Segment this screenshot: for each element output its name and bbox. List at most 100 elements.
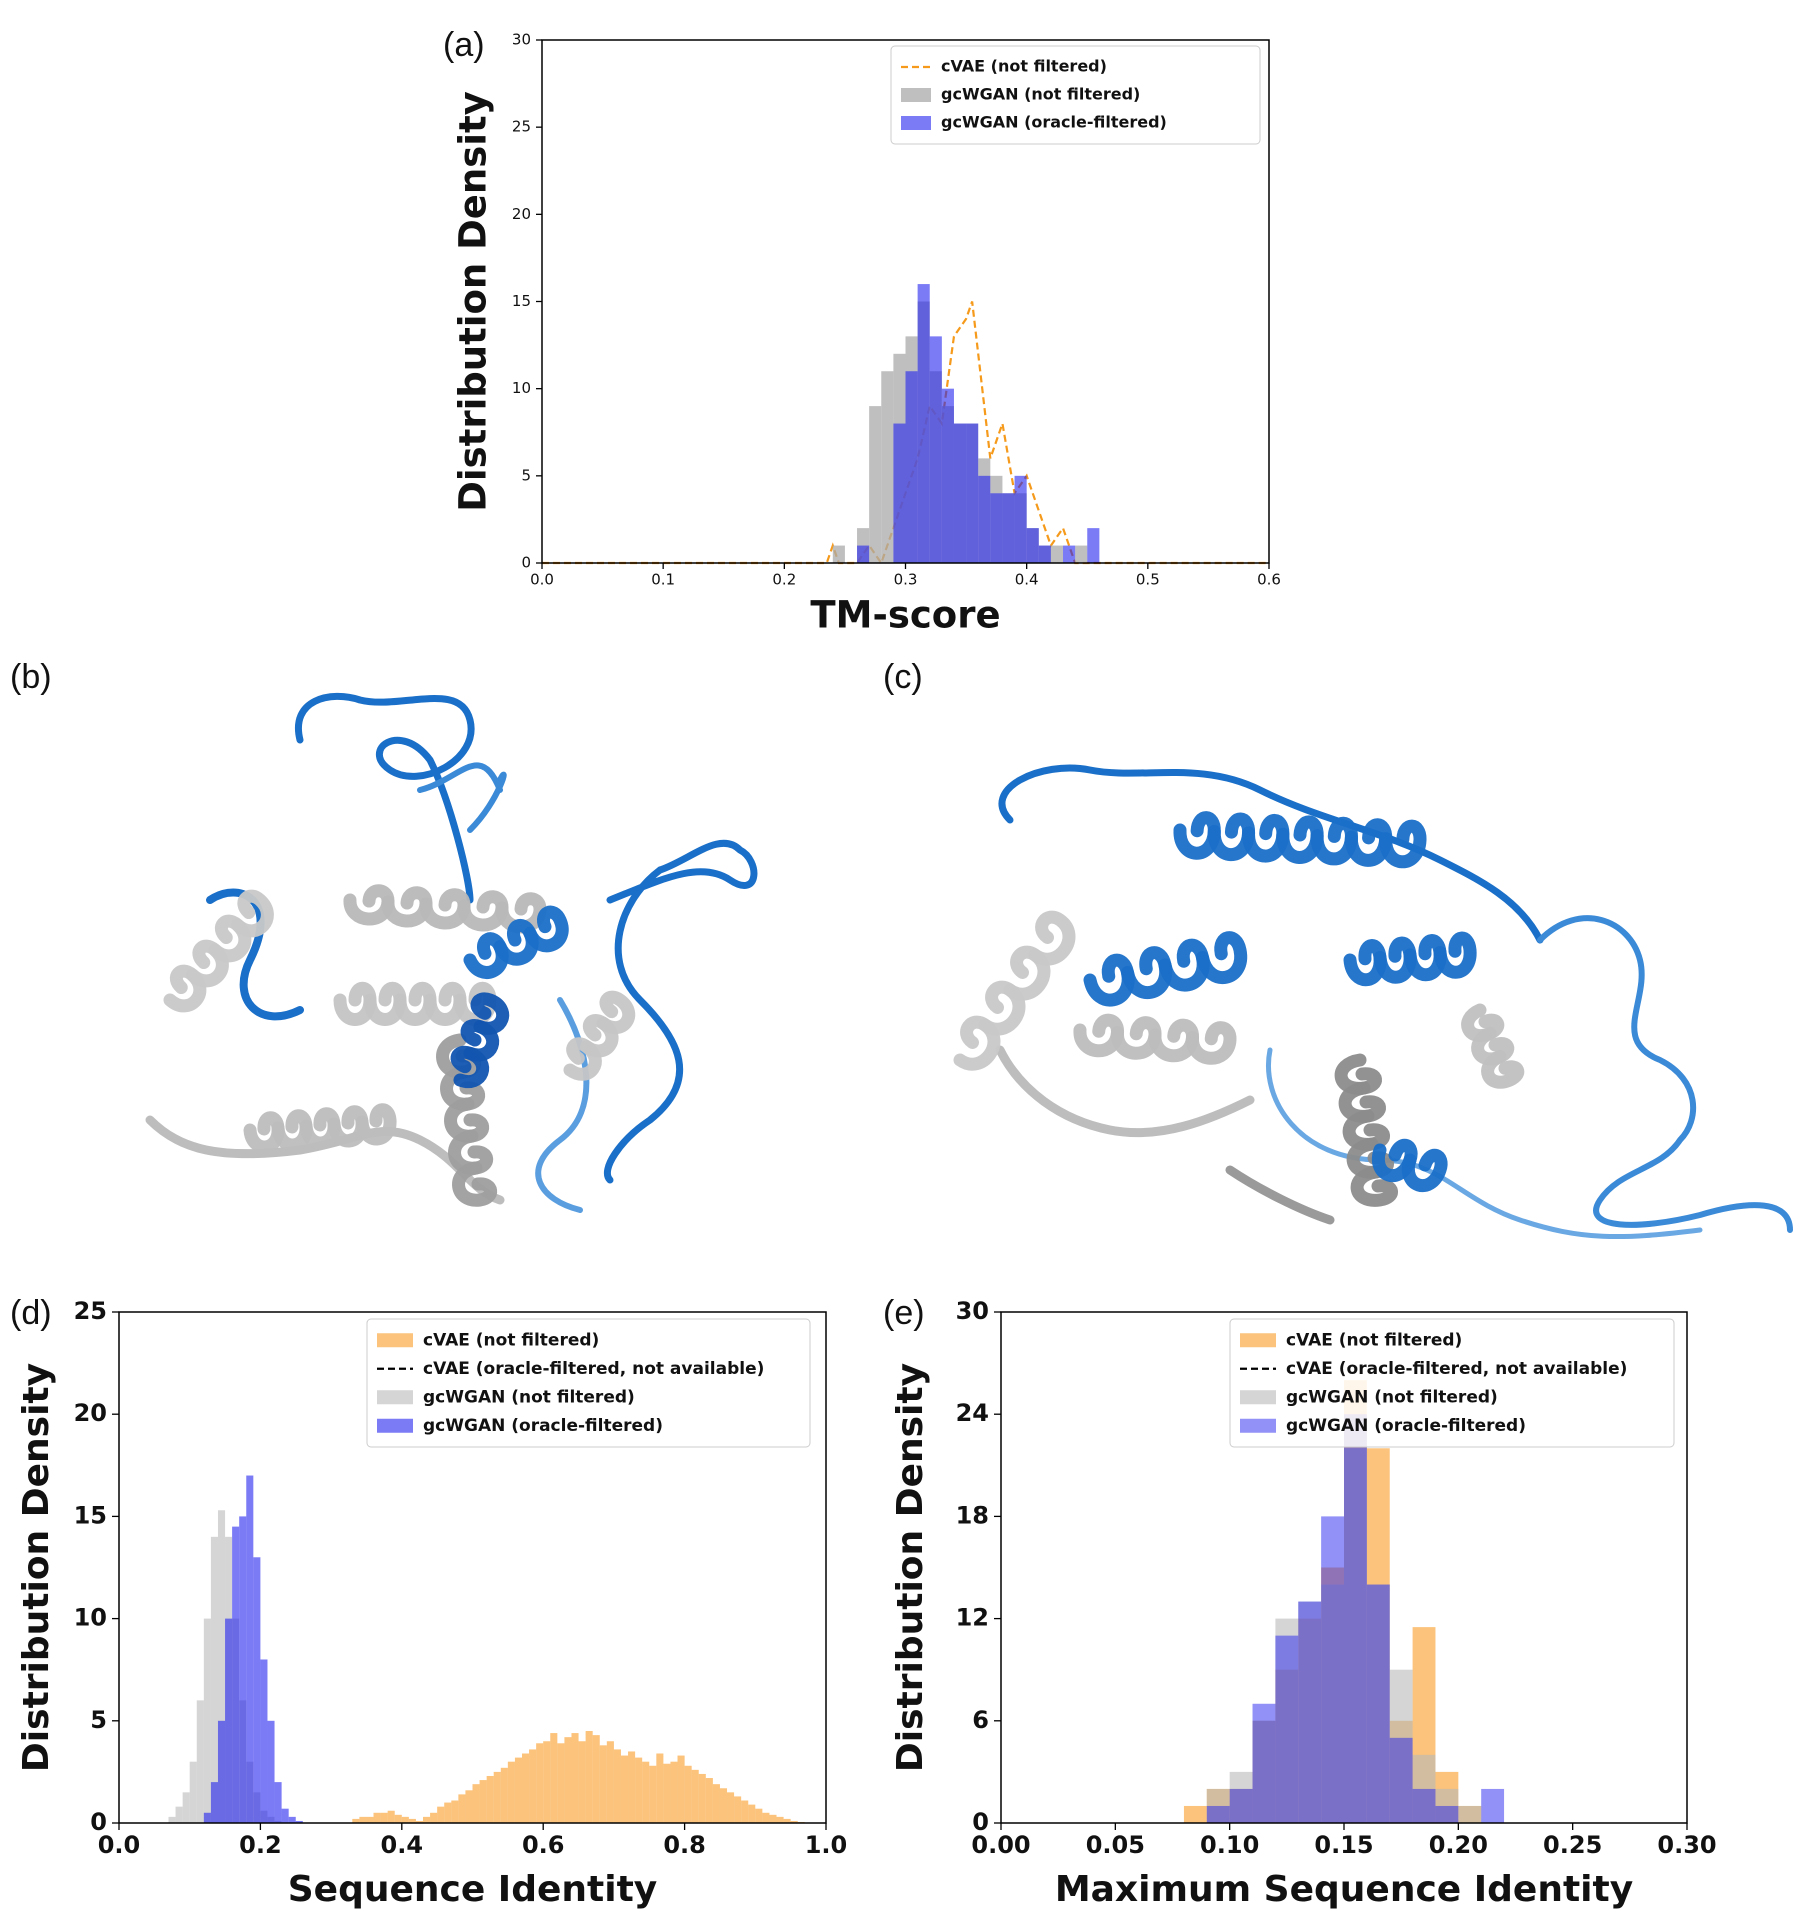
tick-label: 0.8	[663, 1831, 706, 1859]
tick-label: 0.2	[239, 1831, 282, 1859]
bar	[415, 1820, 424, 1823]
bar	[1252, 1703, 1276, 1823]
bar	[599, 1745, 607, 1823]
bar	[203, 1812, 211, 1823]
legend-box	[890, 45, 1261, 145]
bar	[705, 1778, 713, 1823]
bar	[620, 1755, 629, 1823]
bar	[359, 1816, 367, 1823]
bar	[430, 1812, 438, 1823]
bar	[543, 1741, 551, 1823]
bar	[953, 423, 967, 563]
bar	[741, 1800, 749, 1823]
helix-turn	[355, 1103, 397, 1146]
bar	[189, 1761, 197, 1823]
bar	[929, 336, 942, 563]
bar	[670, 1761, 678, 1823]
bar	[423, 1816, 431, 1823]
bar	[762, 1812, 770, 1823]
bar	[677, 1755, 685, 1823]
legend-text: gcWGAN (oracle-filtered)	[941, 113, 1167, 132]
bar	[755, 1808, 763, 1823]
axis-label: TM-score	[810, 594, 1000, 637]
tick-label: 12	[956, 1604, 989, 1632]
bar	[479, 1780, 487, 1823]
bar	[493, 1771, 501, 1823]
tick-label: 0.00	[971, 1831, 1030, 1859]
tick-label: 15	[74, 1501, 107, 1529]
bar	[1344, 1414, 1367, 1823]
tick-label: 20	[74, 1399, 107, 1427]
bar	[239, 1516, 247, 1823]
tick-label: 0	[521, 554, 531, 572]
legend-box	[1229, 1318, 1675, 1448]
bar	[1275, 1635, 1299, 1823]
legend-swatch	[377, 1333, 413, 1348]
bar	[168, 1816, 176, 1823]
bar	[210, 1536, 218, 1823]
helix-turn	[1186, 1021, 1237, 1065]
bar	[401, 1816, 409, 1823]
bar	[1229, 1788, 1253, 1823]
legend-text: gcWGAN (not filtered)	[941, 85, 1140, 104]
helix-turn	[1121, 946, 1173, 1000]
tick-label: 20	[512, 205, 531, 223]
tick-label: 0.6	[522, 1831, 565, 1859]
bar	[1183, 1805, 1207, 1823]
bar	[606, 1741, 614, 1823]
helix-turn	[1083, 953, 1135, 1007]
bar	[465, 1790, 473, 1823]
legend-text: cVAE (not filtered)	[1286, 1330, 1462, 1350]
panel-label: (e)	[883, 1294, 925, 1332]
tick-label: 0.4	[1015, 571, 1039, 589]
bar	[790, 1820, 798, 1823]
bar	[288, 1816, 296, 1823]
bar	[408, 1818, 416, 1823]
bar	[941, 388, 954, 563]
bar	[698, 1773, 706, 1823]
legend-text: cVAE (not filtered)	[941, 57, 1107, 76]
bar	[267, 1720, 275, 1823]
tick-label: 0.0	[98, 1831, 141, 1859]
bar	[649, 1765, 657, 1823]
bar	[203, 1618, 211, 1823]
bar	[1038, 545, 1051, 563]
bar	[1389, 1737, 1413, 1823]
tick-label: 0.15	[1314, 1831, 1373, 1859]
bar	[507, 1761, 515, 1823]
tick-label: 0	[90, 1808, 107, 1836]
bar	[500, 1767, 508, 1823]
legend: cVAE (not filtered) cVAE (oracle-filtered…	[1229, 1318, 1675, 1448]
tick-label: 25	[512, 118, 531, 136]
tick-label: 0.5	[1136, 571, 1160, 589]
bar	[585, 1731, 593, 1823]
helix-turn	[1196, 931, 1248, 985]
bar	[387, 1810, 395, 1823]
tick-label: 0.10	[1200, 1831, 1259, 1859]
helix-turn	[1401, 1148, 1448, 1193]
bar	[521, 1753, 530, 1823]
legend-text: gcWGAN (not filtered)	[423, 1387, 635, 1407]
bar	[458, 1794, 466, 1823]
bar	[628, 1751, 636, 1823]
bar	[869, 406, 882, 563]
bar	[712, 1784, 720, 1823]
tick-label: 1.0	[805, 1831, 848, 1859]
bar	[905, 371, 918, 563]
panel-label: (b)	[10, 658, 52, 696]
bar	[1075, 545, 1088, 563]
tick-label: 0.05	[1086, 1831, 1145, 1859]
helix-turn	[470, 992, 509, 1035]
helix-turn	[231, 889, 274, 938]
bar	[1087, 528, 1100, 563]
tick-label: 10	[512, 379, 531, 397]
bar	[246, 1475, 254, 1823]
chart: (a) 0.0 0.1 0.2 0.3 0.4 0.5 0.6 0 5 10 15 20 25 30 TM-s…	[443, 26, 1281, 637]
panel-label: (c)	[883, 658, 923, 696]
bar	[536, 1743, 544, 1823]
protein-structure	[145, 692, 758, 1213]
tick-label: 10	[74, 1604, 107, 1632]
tick-label: 0.0	[530, 571, 554, 589]
legend: cVAE (not filtered) cVAE (oracle-filtered…	[366, 1318, 811, 1448]
